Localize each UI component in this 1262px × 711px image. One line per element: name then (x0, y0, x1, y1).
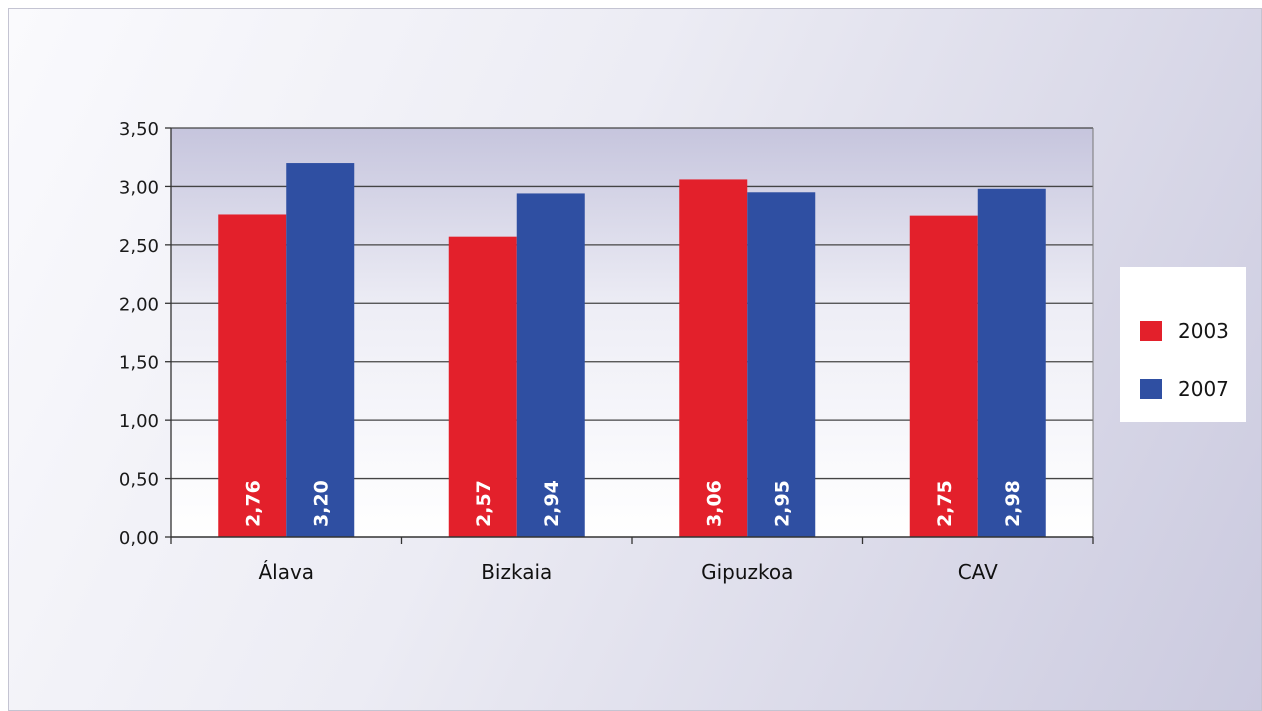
legend-swatch-2007 (1140, 379, 1162, 399)
bar-2007-3 (977, 188, 1046, 537)
data-label: 2,98 (1002, 480, 1024, 527)
bar-2007-0 (286, 163, 355, 538)
y-tick-label: 1,00 (119, 411, 159, 432)
y-tick-label: 0,00 (119, 528, 159, 549)
y-tick-label: 1,50 (119, 353, 159, 374)
x-tick-label: Bizkaia (481, 560, 552, 584)
data-label: 2,76 (242, 480, 264, 527)
y-tick-label: 0,50 (119, 470, 159, 491)
data-label: 3,20 (310, 480, 332, 527)
y-tick-label: 3,00 (119, 177, 159, 198)
bar-2003-0 (218, 214, 287, 537)
bar-2003-1 (448, 236, 517, 538)
x-tick-label: Álava (258, 560, 314, 584)
bar-2007-1 (516, 193, 585, 537)
bar-2003-2 (679, 179, 748, 537)
legend-item-2003: 2003 (1140, 319, 1229, 343)
chart-frame: 0,00 0,50 1,00 1,50 2,00 2,50 3,00 3,50 2,76 3,20… (8, 8, 1262, 711)
x-tick-label: Gipuzkoa (701, 560, 793, 584)
legend-label-2003: 2003 (1178, 319, 1229, 343)
bar-chart: 0,00 0,50 1,00 1,50 2,00 2,50 3,00 3,50 2,76 3,20… (119, 119, 1094, 584)
y-tick-label: 2,50 (119, 236, 159, 257)
y-tick-label: 3,50 (119, 119, 159, 140)
data-label: 3,06 (703, 480, 725, 527)
legend-swatch-2003 (1140, 321, 1162, 341)
x-tick-label: CAV (958, 560, 998, 584)
bar-2003-3 (909, 215, 978, 537)
y-tick-label: 2,00 (119, 294, 159, 315)
data-label: 2,94 (541, 480, 563, 527)
data-label: 2,95 (771, 480, 793, 527)
data-label: 2,57 (473, 480, 495, 527)
legend: 2003 2007 (1120, 267, 1246, 422)
data-label: 2,75 (934, 480, 956, 527)
legend-label-2007: 2007 (1178, 377, 1229, 401)
bar-2007-2 (747, 192, 816, 537)
legend-item-2007: 2007 (1140, 377, 1229, 401)
